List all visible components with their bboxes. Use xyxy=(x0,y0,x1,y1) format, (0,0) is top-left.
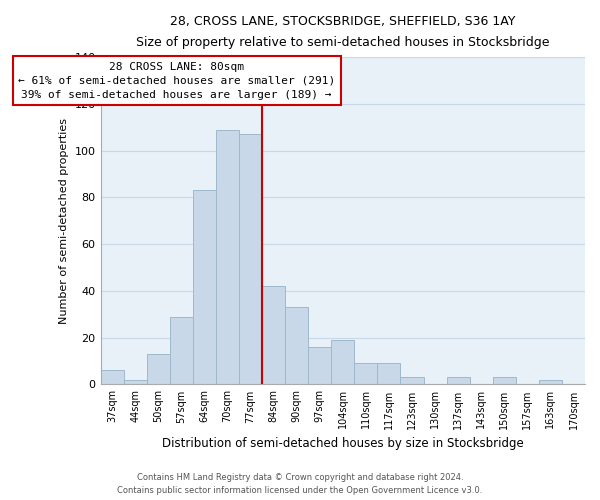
Bar xyxy=(285,308,308,384)
Bar xyxy=(262,286,285,384)
Bar xyxy=(400,378,424,384)
Bar xyxy=(239,134,262,384)
Y-axis label: Number of semi-detached properties: Number of semi-detached properties xyxy=(59,118,69,324)
Bar xyxy=(124,380,146,384)
Bar xyxy=(308,347,331,385)
Title: 28, CROSS LANE, STOCKSBRIDGE, SHEFFIELD, S36 1AY
Size of property relative to se: 28, CROSS LANE, STOCKSBRIDGE, SHEFFIELD,… xyxy=(136,15,550,49)
Bar xyxy=(193,190,216,384)
Bar xyxy=(331,340,355,384)
Bar xyxy=(216,130,239,384)
Bar xyxy=(446,378,470,384)
Text: Contains HM Land Registry data © Crown copyright and database right 2024.
Contai: Contains HM Land Registry data © Crown c… xyxy=(118,474,482,495)
Bar xyxy=(170,316,193,384)
Text: 28 CROSS LANE: 80sqm
← 61% of semi-detached houses are smaller (291)
39% of semi: 28 CROSS LANE: 80sqm ← 61% of semi-detac… xyxy=(18,62,335,100)
Bar xyxy=(377,364,400,384)
X-axis label: Distribution of semi-detached houses by size in Stocksbridge: Distribution of semi-detached houses by … xyxy=(162,437,524,450)
Bar xyxy=(101,370,124,384)
Bar xyxy=(146,354,170,384)
Bar xyxy=(355,364,377,384)
Bar xyxy=(539,380,562,384)
Bar xyxy=(493,378,516,384)
